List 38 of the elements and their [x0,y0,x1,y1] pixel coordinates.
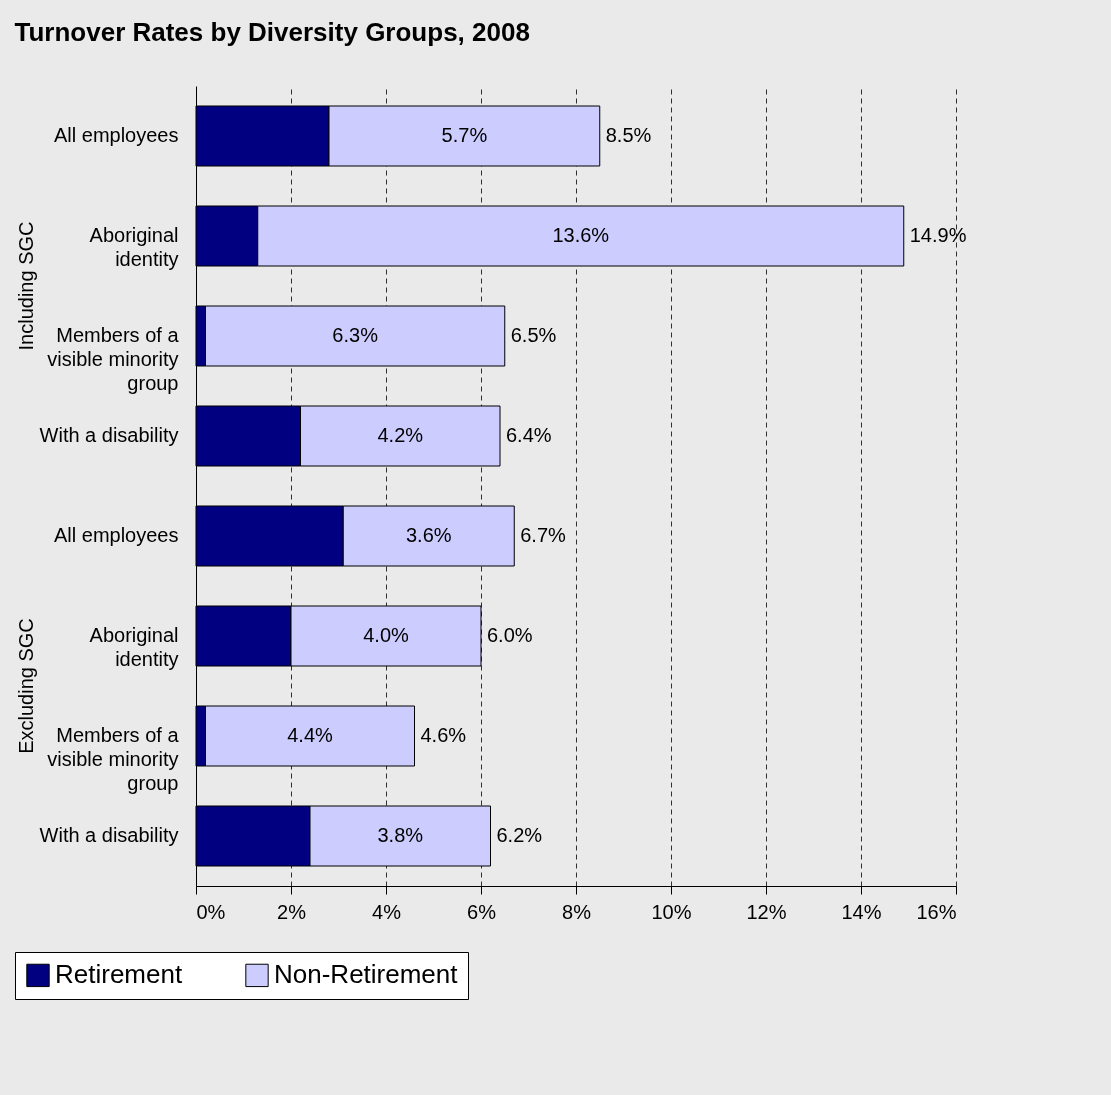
data-label: 4.2% [377,424,424,446]
data-label: 13.6% [552,224,610,246]
x-tick-label: 10% [651,900,692,923]
legend-label: Non-Retirement [274,959,459,990]
y-tick-label: Aboriginal identity [89,624,179,670]
y-tick-label: All employees [53,524,179,546]
data-label: 3.8% [377,824,424,846]
total-label: 6.2% [496,824,543,846]
x-tick-label: 14% [841,900,882,923]
y-tick-label: Aboriginal identity [89,224,179,270]
x-tick-label: 12% [746,900,787,923]
data-label: 5.7% [441,124,488,146]
data-label: 6.3% [332,324,379,346]
legend-label: Retirement [55,959,183,990]
x-tick-label: 8% [562,900,592,923]
y-tick-label: With a disability [39,424,179,446]
x-tick-label: 16% [916,900,957,923]
total-label: 6.0% [487,624,533,646]
total-label: 6.7% [520,524,567,546]
y-tick-label: All employees [53,124,179,146]
total-label: 8.5% [605,124,652,146]
y-tick-label: With a disability [39,824,179,846]
x-tick-label: 0% [196,900,226,923]
data-label: 3.6% [405,524,452,546]
x-tick-label: 2% [277,900,307,923]
x-tick-label: 6% [467,900,497,923]
total-label: 6.4% [506,424,552,446]
total-label: 6.5% [510,324,557,346]
data-label: 4.4% [287,724,334,746]
x-tick-label: 4% [372,900,402,923]
y-tick-label: Members of a visible minority group [47,724,180,794]
chart-title: Turnover Rates by Diversity Groups, 2008 [14,17,530,47]
y-tick-label: Members of a visible minority group [47,324,180,394]
text: Including SGC [15,221,37,351]
text: Excluding SGC [15,618,37,754]
total-label: 4.6% [420,724,467,746]
data-label: 4.0% [363,624,410,646]
total-label: 14.9% [909,224,967,246]
